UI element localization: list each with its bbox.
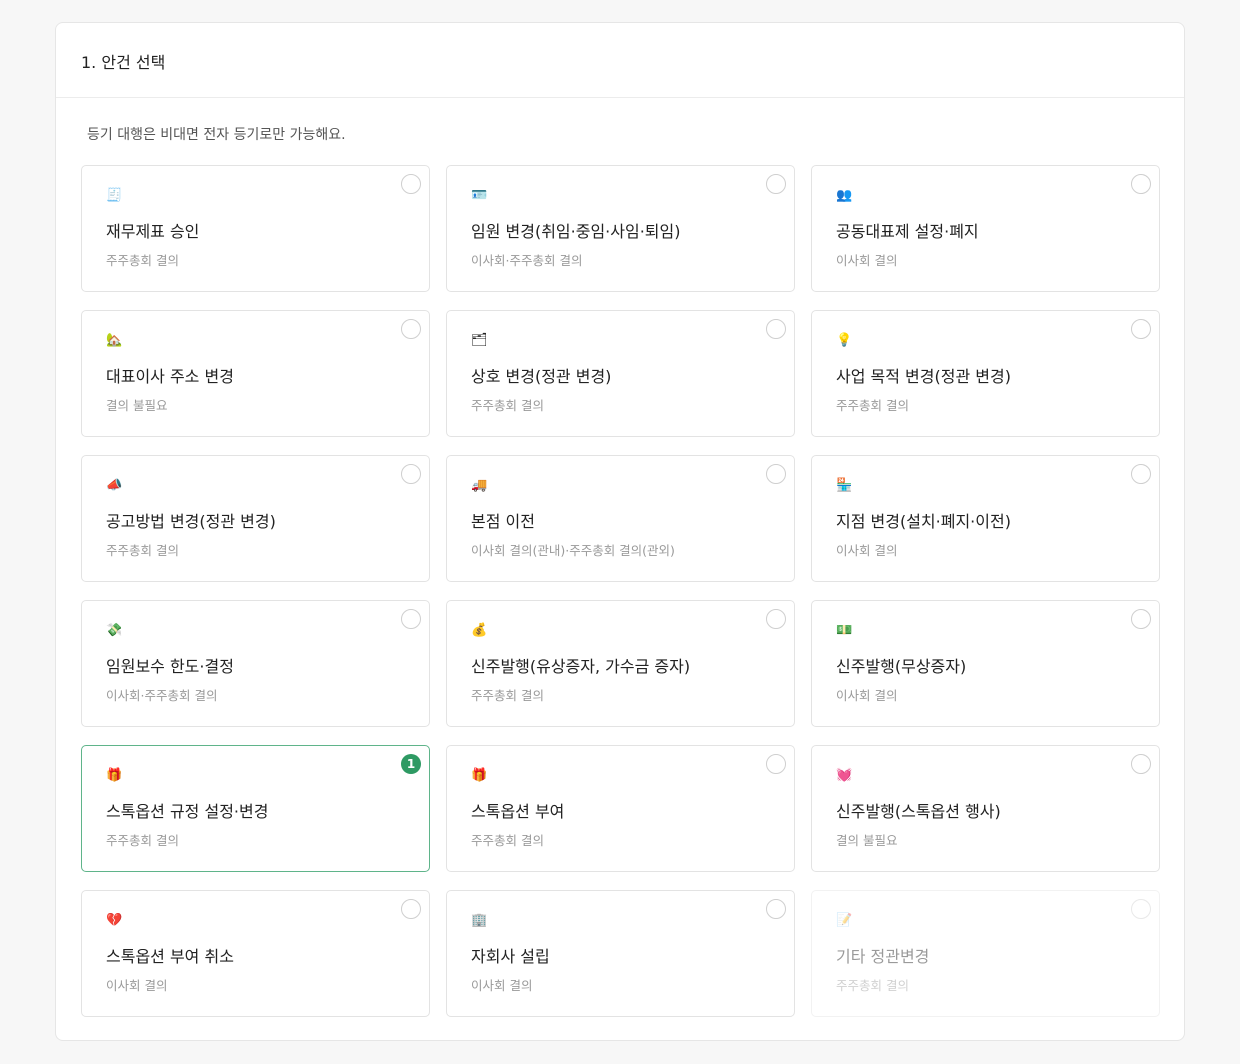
select-radio[interactable]	[1131, 609, 1151, 629]
agenda-resolution: 주주총회 결의	[471, 398, 544, 413]
agenda-card[interactable]: 🪪 임원 변경(취임·중임·사임·퇴임) 이사회·주주총회 결의	[446, 165, 795, 292]
agenda-card[interactable]: 🏪 지점 변경(설치·폐지·이전) 이사회 결의	[811, 455, 1160, 582]
agenda-card[interactable]: 💡 사업 목적 변경(정관 변경) 주주총회 결의	[811, 310, 1160, 437]
agenda-card[interactable]: 👥 공동대표제 설정·폐지 이사회 결의	[811, 165, 1160, 292]
agenda-card[interactable]: 🧾 재무제표 승인 주주총회 결의	[81, 165, 430, 292]
select-radio[interactable]	[401, 609, 421, 629]
agenda-title: 자회사 설립	[471, 947, 550, 966]
agenda-title: 기타 정관변경	[836, 947, 930, 966]
agenda-grid: 🧾 재무제표 승인 주주총회 결의 🪪 임원 변경(취임·중임·사임·퇴임) 이…	[81, 165, 1160, 1017]
agenda-resolution: 주주총회 결의	[836, 978, 909, 993]
agenda-title: 스톡옵션 부여 취소	[106, 947, 234, 966]
select-radio[interactable]	[401, 174, 421, 194]
agenda-title: 사업 목적 변경(정관 변경)	[836, 367, 1011, 386]
select-radio[interactable]	[401, 464, 421, 484]
select-radio[interactable]	[1131, 464, 1151, 484]
money-bag-icon: 💰	[471, 623, 488, 638]
select-radio[interactable]	[766, 174, 786, 194]
agenda-resolution: 주주총회 결의	[106, 543, 179, 558]
agenda-resolution: 이사회·주주총회 결의	[106, 688, 218, 703]
agenda-card[interactable]: 💰 신주발행(유상증자, 가수금 증자) 주주총회 결의	[446, 600, 795, 727]
agenda-resolution: 이사회 결의	[471, 978, 533, 993]
agenda-title: 지점 변경(설치·폐지·이전)	[836, 512, 1011, 531]
agenda-title: 재무제표 승인	[106, 222, 200, 241]
selected-order-badge[interactable]: 1	[401, 754, 421, 774]
agenda-title: 신주발행(유상증자, 가수금 증자)	[471, 657, 691, 676]
agenda-resolution: 주주총회 결의	[106, 253, 179, 268]
select-radio[interactable]	[1131, 899, 1151, 919]
agenda-resolution: 이사회 결의	[106, 978, 168, 993]
select-radio[interactable]	[1131, 174, 1151, 194]
agenda-title: 임원 변경(취임·중임·사임·퇴임)	[471, 222, 681, 241]
agenda-title: 임원보수 한도·결정	[106, 657, 234, 676]
agenda-title: 본점 이전	[471, 512, 535, 531]
stamp-icon: 🧾	[106, 188, 123, 203]
agenda-title: 상호 변경(정관 변경)	[471, 367, 612, 386]
house-icon: 🏡	[106, 333, 123, 348]
section-title: 1. 안건 선택	[56, 23, 1184, 98]
banknote-icon: 💵	[836, 623, 853, 638]
agenda-card[interactable]: 🎁 스톡옵션 부여 주주총회 결의	[446, 745, 795, 872]
agenda-card[interactable]: 🏡 대표이사 주소 변경 결의 불필요	[81, 310, 430, 437]
select-radio[interactable]	[766, 319, 786, 339]
notice-text: 등기 대행은 비대면 전자 등기로만 가능해요.	[87, 127, 346, 143]
light-bulb-icon: 💡	[836, 333, 853, 348]
agenda-card[interactable]: 📣 공고방법 변경(정관 변경) 주주총회 결의	[81, 455, 430, 582]
gift-icon: 🎁	[471, 768, 488, 783]
agenda-title: 공고방법 변경(정관 변경)	[106, 512, 276, 531]
agenda-resolution: 주주총회 결의	[106, 833, 179, 848]
agenda-resolution: 주주총회 결의	[836, 398, 909, 413]
agenda-title: 공동대표제 설정·폐지	[836, 222, 979, 241]
agenda-card[interactable]: 🏢 자회사 설립 이사회 결의	[446, 890, 795, 1017]
agenda-title: 스톡옵션 규정 설정·변경	[106, 802, 269, 821]
select-radio[interactable]	[1131, 319, 1151, 339]
select-radio[interactable]	[1131, 754, 1151, 774]
agenda-resolution: 주주총회 결의	[471, 688, 544, 703]
agenda-card[interactable]: 📝 기타 정관변경 주주총회 결의	[811, 890, 1160, 1017]
agenda-card[interactable]: 💸 임원보수 한도·결정 이사회·주주총회 결의	[81, 600, 430, 727]
megaphone-icon: 📣	[106, 478, 123, 493]
select-radio[interactable]	[766, 609, 786, 629]
agenda-card[interactable]: 💓 신주발행(스톡옵션 행사) 결의 불필요	[811, 745, 1160, 872]
agenda-resolution: 이사회 결의	[836, 688, 898, 703]
gift-icon: 🎁	[106, 768, 123, 783]
agenda-resolution: 이사회 결의	[836, 543, 898, 558]
store-icon: 🏪	[836, 478, 853, 493]
agenda-resolution: 이사회·주주총회 결의	[471, 253, 583, 268]
building-icon: 🏢	[471, 913, 488, 928]
heart-icon: 💓	[836, 768, 853, 783]
agenda-card[interactable]: 💔 스톡옵션 부여 취소 이사회 결의	[81, 890, 430, 1017]
agenda-title: 스톡옵션 부여	[471, 802, 565, 821]
select-radio[interactable]	[401, 319, 421, 339]
select-radio[interactable]	[766, 754, 786, 774]
agenda-resolution: 주주총회 결의	[471, 833, 544, 848]
card-icon: 🗂	[471, 333, 488, 348]
memo-icon: 📝	[836, 913, 853, 928]
agenda-resolution: 결의 불필요	[836, 833, 898, 848]
agenda-card[interactable]: 🎁 스톡옵션 규정 설정·변경 주주총회 결의 1	[81, 745, 430, 872]
agenda-card[interactable]: 💵 신주발행(무상증자) 이사회 결의	[811, 600, 1160, 727]
select-radio[interactable]	[401, 899, 421, 919]
agenda-resolution: 이사회 결의(관내)·주주총회 결의(관외)	[471, 543, 675, 558]
broken-heart-icon: 💔	[106, 913, 123, 928]
agenda-title: 신주발행(스톡옵션 행사)	[836, 802, 1001, 821]
select-radio[interactable]	[766, 899, 786, 919]
agenda-resolution: 이사회 결의	[836, 253, 898, 268]
agenda-card[interactable]: 🗂 상호 변경(정관 변경) 주주총회 결의	[446, 310, 795, 437]
people-icon: 👥	[836, 188, 853, 203]
agenda-title: 대표이사 주소 변경	[106, 367, 234, 386]
select-radio[interactable]	[766, 464, 786, 484]
id-card-icon: 🪪	[471, 188, 488, 203]
money-wings-icon: 💸	[106, 623, 123, 638]
agenda-resolution: 결의 불필요	[106, 398, 168, 413]
agenda-selection-panel: 1. 안건 선택 등기 대행은 비대면 전자 등기로만 가능해요. 🧾 재무제표…	[55, 22, 1185, 1041]
truck-icon: 🚚	[471, 478, 488, 493]
agenda-title: 신주발행(무상증자)	[836, 657, 967, 676]
agenda-card[interactable]: 🚚 본점 이전 이사회 결의(관내)·주주총회 결의(관외)	[446, 455, 795, 582]
